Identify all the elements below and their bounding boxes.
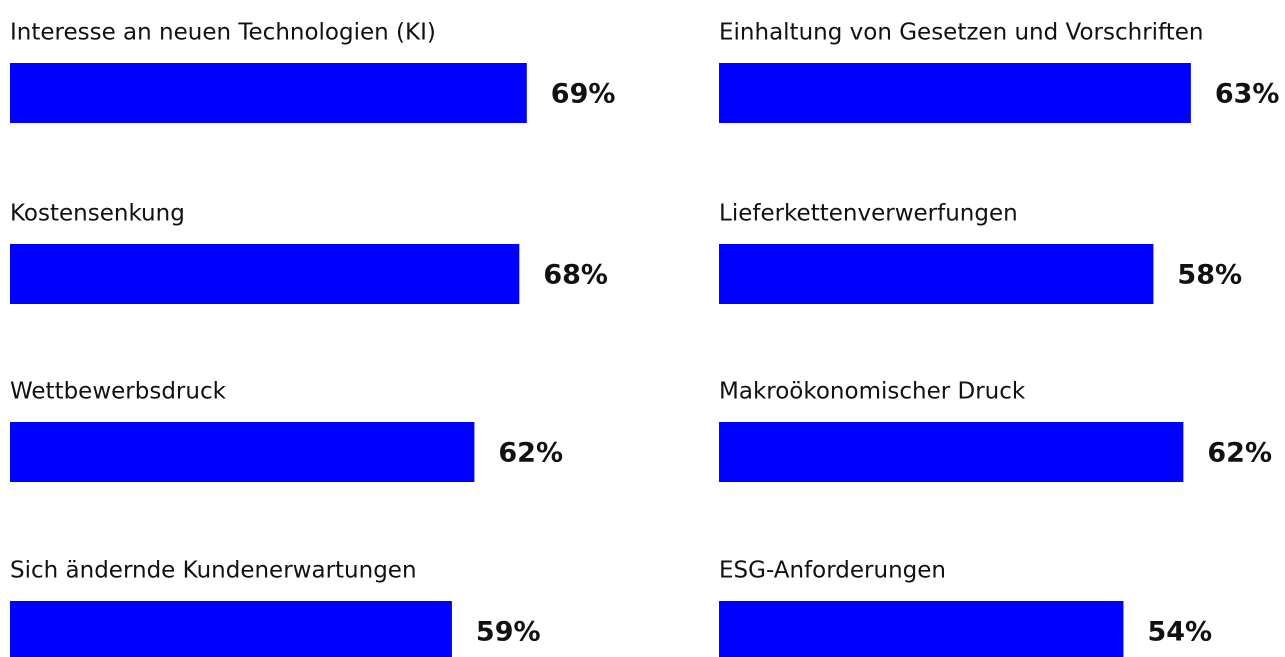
category-label: Kostensenkung (10, 201, 185, 227)
category-label: Einhaltung von Gesetzen und Vorschriften (719, 20, 1203, 46)
value-label: 68% (543, 260, 608, 291)
value-label: 62% (498, 438, 563, 469)
bar (10, 244, 520, 304)
bar (10, 63, 527, 123)
category-label: Interesse an neuen Technologien (KI) (10, 20, 436, 46)
bar (10, 422, 475, 482)
value-label: 63% (1215, 79, 1280, 110)
value-label: 69% (551, 79, 616, 110)
value-label: 54% (1147, 617, 1212, 648)
bar (719, 422, 1184, 482)
category-label: Lieferkettenverwerfungen (719, 201, 1018, 227)
value-label: 58% (1177, 260, 1242, 291)
bar (719, 244, 1154, 304)
bar (719, 63, 1191, 123)
category-label: Wettbewerbsdruck (10, 379, 227, 405)
category-label: ESG-Anforderungen (719, 558, 946, 584)
category-label: Sich ändernde Kundenerwartungen (10, 558, 417, 584)
bar (719, 601, 1124, 657)
category-label: Makroökonomischer Druck (719, 379, 1026, 405)
value-label: 59% (476, 617, 541, 648)
bar (10, 601, 452, 657)
value-label: 62% (1207, 438, 1272, 469)
